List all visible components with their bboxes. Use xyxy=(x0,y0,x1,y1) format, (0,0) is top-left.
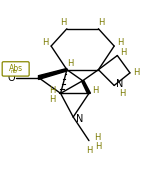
Text: H: H xyxy=(86,146,92,155)
Text: O: O xyxy=(7,73,15,83)
Text: H: H xyxy=(95,142,102,152)
Text: H: H xyxy=(67,59,73,68)
Text: H: H xyxy=(94,133,100,142)
Text: H: H xyxy=(49,86,56,95)
Text: N: N xyxy=(116,79,123,89)
Text: H: H xyxy=(133,68,139,77)
Polygon shape xyxy=(81,81,90,93)
Text: H: H xyxy=(49,95,56,104)
Text: H: H xyxy=(119,89,125,98)
FancyBboxPatch shape xyxy=(2,62,29,76)
Polygon shape xyxy=(38,69,67,80)
Text: N: N xyxy=(76,113,84,124)
Text: H: H xyxy=(92,86,98,95)
Text: H: H xyxy=(42,38,48,47)
Text: H: H xyxy=(61,18,67,27)
Text: no: no xyxy=(11,69,17,74)
Text: H: H xyxy=(117,38,124,47)
Text: Abs: Abs xyxy=(9,64,23,73)
Text: H: H xyxy=(121,48,127,57)
Text: H: H xyxy=(98,18,105,27)
